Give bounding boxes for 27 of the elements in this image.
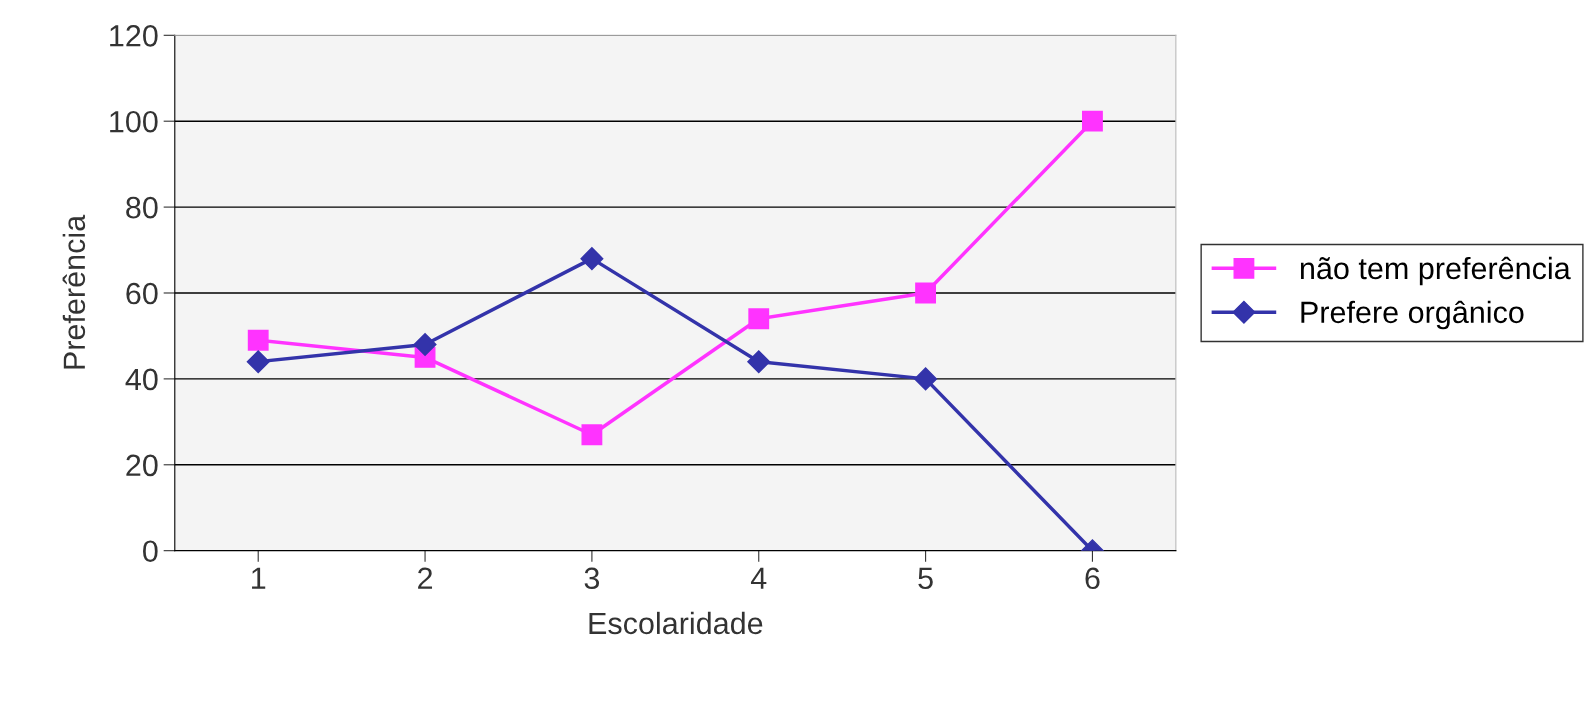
point (413, 333, 437, 357)
point (914, 367, 938, 391)
y-tick-label: 100 (110, 110, 158, 133)
x-tick-label: 3 (584, 567, 600, 590)
point (246, 350, 270, 374)
point (581, 424, 603, 446)
x-tick-label: 1 (252, 567, 266, 589)
x-tick-label: 4 (750, 567, 767, 589)
point (915, 282, 937, 304)
y-axis-title: Preferência (62, 214, 86, 369)
legend-label: não tem preferência (1300, 256, 1571, 286)
point (748, 308, 770, 330)
point (747, 350, 771, 374)
y-tick-label: 120 (110, 25, 158, 47)
y-tick-label: 20 (126, 454, 158, 477)
x-tick-label: 5 (918, 567, 933, 590)
point (1082, 110, 1103, 132)
x-tick-label: 2 (418, 567, 433, 589)
y-tick-label: 80 (126, 196, 158, 219)
y-tick-label: 0 (143, 540, 158, 563)
x-axis-title: Escolaridade (589, 611, 763, 635)
y-tick-label: 60 (126, 282, 158, 305)
point (580, 247, 604, 271)
x-tick-label: 6 (1085, 567, 1100, 590)
y-tick-label: 40 (125, 368, 158, 391)
point (247, 329, 269, 351)
legend-label: Prefere orgânico (1301, 300, 1524, 330)
